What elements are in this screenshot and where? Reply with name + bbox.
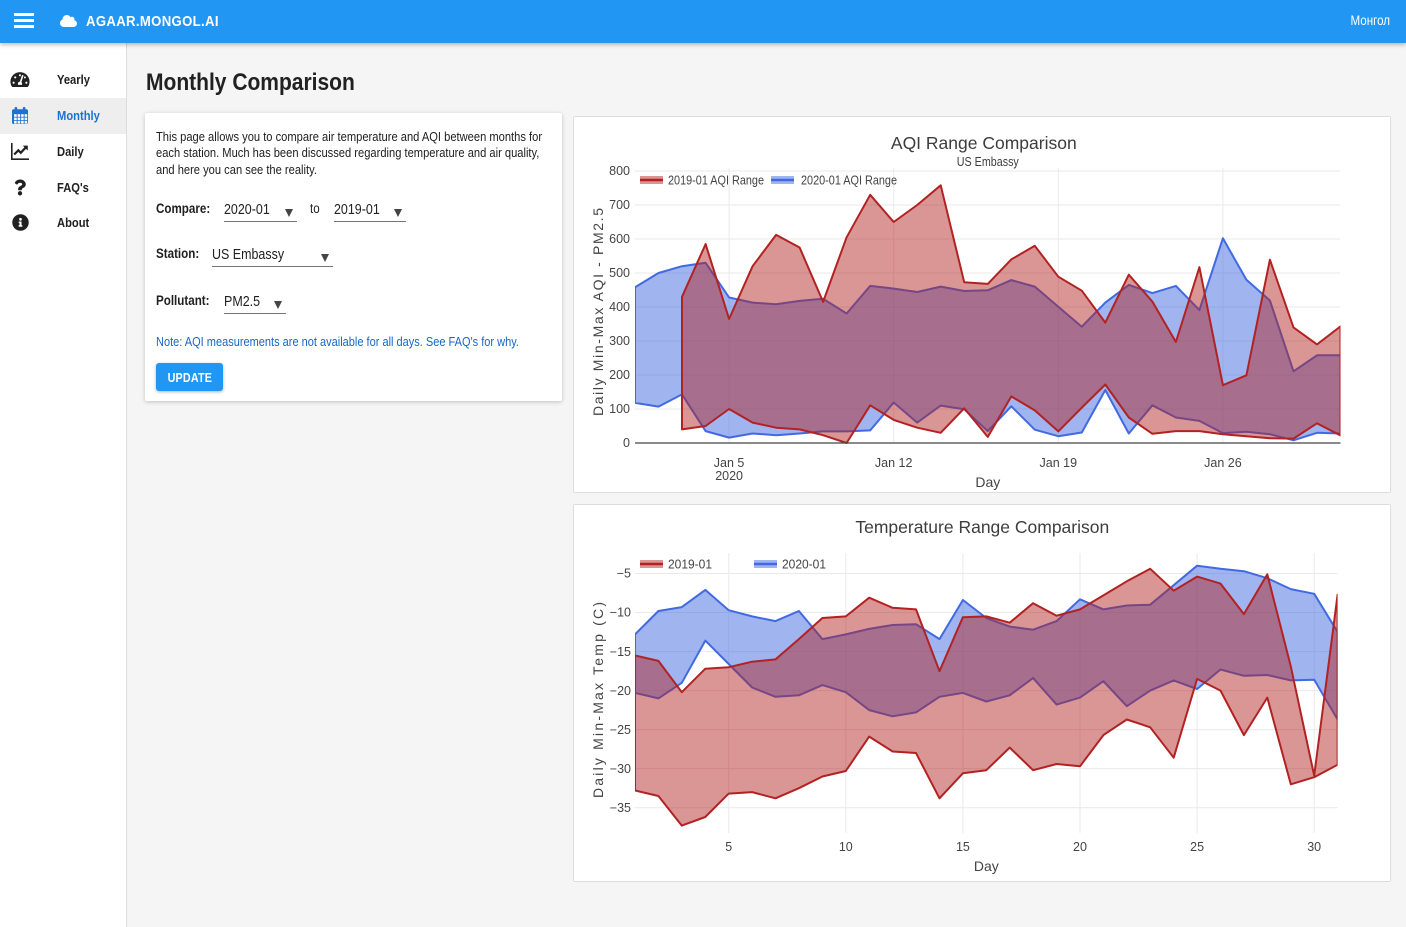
svg-text:300: 300 xyxy=(609,334,630,348)
svg-text:−5: −5 xyxy=(617,567,631,581)
svg-text:700: 700 xyxy=(609,198,630,212)
svg-text:Jan 26: Jan 26 xyxy=(1204,456,1242,470)
svg-text:2020-01: 2020-01 xyxy=(782,558,826,572)
svg-text:20: 20 xyxy=(1073,840,1087,854)
svg-text:10: 10 xyxy=(839,840,853,854)
svg-text:Jan 19: Jan 19 xyxy=(1040,456,1078,470)
svg-text:200: 200 xyxy=(609,368,630,382)
svg-text:500: 500 xyxy=(609,266,630,280)
svg-text:−10: −10 xyxy=(610,606,631,620)
svg-text:−20: −20 xyxy=(610,684,631,698)
svg-text:Day: Day xyxy=(975,474,1000,490)
svg-text:800: 800 xyxy=(609,164,630,178)
svg-text:Daily Min-Max Temp (C): Daily Min-Max Temp (C) xyxy=(590,602,606,798)
svg-text:2020-01 AQI Range: 2020-01 AQI Range xyxy=(801,174,897,188)
svg-text:−30: −30 xyxy=(610,762,631,776)
svg-text:0: 0 xyxy=(623,436,630,450)
svg-text:2019-01 AQI Range: 2019-01 AQI Range xyxy=(668,174,764,188)
svg-text:AQI Range Comparison: AQI Range Comparison xyxy=(891,133,1077,153)
svg-text:600: 600 xyxy=(609,232,630,246)
svg-text:5: 5 xyxy=(725,840,732,854)
svg-text:−25: −25 xyxy=(610,723,631,737)
svg-text:2019-01: 2019-01 xyxy=(668,558,712,572)
svg-text:US Embassy: US Embassy xyxy=(957,155,1020,169)
svg-text:Jan 12: Jan 12 xyxy=(875,456,913,470)
svg-text:−15: −15 xyxy=(610,645,631,659)
svg-text:Daily Min-Max AQI - PM2.5: Daily Min-Max AQI - PM2.5 xyxy=(590,208,606,416)
svg-text:Temperature Range Comparison: Temperature Range Comparison xyxy=(855,517,1109,537)
svg-text:30: 30 xyxy=(1307,840,1321,854)
svg-text:400: 400 xyxy=(609,300,630,314)
svg-text:25: 25 xyxy=(1190,840,1204,854)
svg-text:Jan 5: Jan 5 xyxy=(714,456,745,470)
svg-text:−35: −35 xyxy=(610,801,631,815)
svg-text:Day: Day xyxy=(974,858,999,874)
svg-text:100: 100 xyxy=(609,402,630,416)
svg-text:15: 15 xyxy=(956,840,970,854)
svg-text:2020: 2020 xyxy=(715,469,743,483)
